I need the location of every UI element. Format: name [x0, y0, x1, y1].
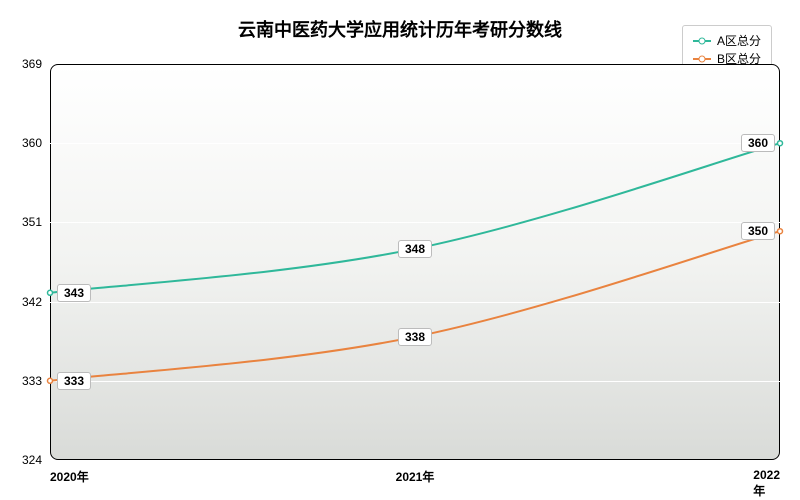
data-label: 333 — [57, 372, 91, 390]
series-marker — [778, 229, 783, 234]
y-tick-label: 360 — [22, 136, 42, 150]
x-tick-label: 2021年 — [396, 468, 435, 485]
legend-swatch-a — [693, 40, 711, 42]
series-marker — [778, 141, 783, 146]
y-tick-label: 333 — [22, 374, 42, 388]
x-tick-label: 2022年 — [753, 468, 780, 499]
plot-area: 324333342351360369 2020年2021年2022年 34334… — [50, 64, 780, 460]
y-tick-label: 369 — [22, 57, 42, 71]
data-label: 360 — [741, 134, 775, 152]
line-layer — [50, 64, 780, 460]
y-tick-label: 324 — [22, 453, 42, 467]
chart-container: 云南中医药大学应用统计历年考研分数线 A区总分 B区总分 32433334235… — [0, 0, 800, 500]
legend-swatch-b — [693, 58, 711, 60]
data-label: 343 — [57, 284, 91, 302]
data-label: 338 — [398, 328, 432, 346]
series-line-0 — [50, 143, 780, 293]
series-marker — [48, 378, 53, 383]
y-tick-label: 342 — [22, 295, 42, 309]
y-tick-label: 351 — [22, 215, 42, 229]
chart-title: 云南中医药大学应用统计历年考研分数线 — [0, 16, 800, 42]
data-label: 348 — [398, 240, 432, 258]
data-label: 350 — [741, 222, 775, 240]
x-tick-label: 2020年 — [50, 468, 89, 485]
legend-label-a: A区总分 — [717, 32, 761, 50]
legend-item-a: A区总分 — [693, 32, 761, 50]
series-marker — [48, 290, 53, 295]
